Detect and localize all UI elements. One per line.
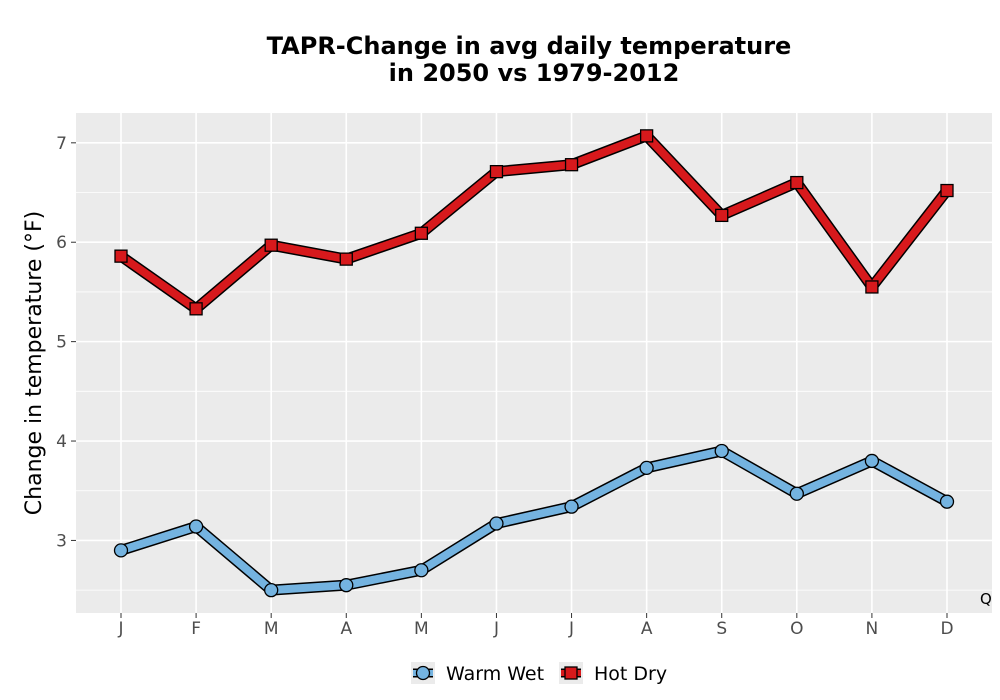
- x-tick-label: F: [191, 619, 201, 639]
- data-point: [639, 460, 654, 476]
- x-tick-label: A: [340, 619, 352, 639]
- data-point: [714, 443, 729, 459]
- legend-key-marker: [564, 666, 578, 680]
- y-axis-label: Change in temperature (°F): [22, 211, 47, 515]
- chart-title-line-2: in 2050 vs 1979-2012: [389, 59, 680, 87]
- x-tick-label: A: [641, 619, 653, 639]
- y-tick-label: 5: [56, 333, 67, 353]
- x-tick-label: D: [940, 619, 953, 639]
- corner-label: Q: [980, 590, 992, 608]
- data-point: [489, 516, 504, 531]
- data-point: [489, 164, 504, 179]
- x-tick-label: M: [264, 619, 279, 639]
- legend-label: Warm Wet: [446, 663, 544, 685]
- y-tick-label: 6: [56, 233, 67, 253]
- data-point: [564, 499, 579, 514]
- legend: Warm Wet Hot Dry: [411, 662, 667, 685]
- series-line: [118, 131, 951, 313]
- data-point: [865, 280, 879, 294]
- series-layer: [113, 129, 955, 598]
- data-point: [113, 543, 129, 558]
- data-point: [339, 252, 353, 266]
- y-axis-ticks: 3 4 5 6 7: [56, 134, 76, 551]
- data-point: [939, 494, 955, 509]
- data-point: [564, 158, 579, 172]
- x-tick-label: J: [568, 619, 574, 639]
- chart-title-line-1: TAPR-Change in avg daily temperature: [267, 32, 792, 60]
- x-tick-label: J: [493, 619, 499, 639]
- data-point: [114, 249, 128, 263]
- data-point: [189, 302, 203, 316]
- legend-label: Hot Dry: [594, 663, 667, 685]
- data-point: [264, 238, 278, 252]
- data-point: [940, 183, 954, 198]
- data-point: [414, 226, 429, 240]
- grid-lines: [76, 113, 992, 613]
- data-point: [339, 578, 354, 593]
- legend-key-marker: [415, 665, 431, 681]
- legend-item: Warm Wet: [411, 662, 544, 685]
- legend-item: Hot Dry: [559, 662, 667, 685]
- y-tick-label: 4: [56, 432, 67, 452]
- data-point: [864, 453, 880, 469]
- y-tick-label: 3: [56, 531, 67, 551]
- y-tick-label: 7: [56, 134, 67, 154]
- data-point: [639, 129, 654, 143]
- data-point: [264, 582, 279, 598]
- data-point: [715, 208, 729, 223]
- data-point: [789, 486, 804, 501]
- x-tick-label: J: [117, 619, 123, 639]
- data-point: [790, 175, 804, 190]
- x-tick-label: S: [716, 619, 727, 639]
- series-line: [119, 446, 949, 595]
- x-tick-label: M: [414, 619, 429, 639]
- plot-panel: [76, 113, 992, 613]
- data-point: [188, 519, 204, 534]
- x-tick-label: N: [866, 619, 879, 639]
- x-tick-label: O: [790, 619, 803, 639]
- data-point: [414, 563, 429, 578]
